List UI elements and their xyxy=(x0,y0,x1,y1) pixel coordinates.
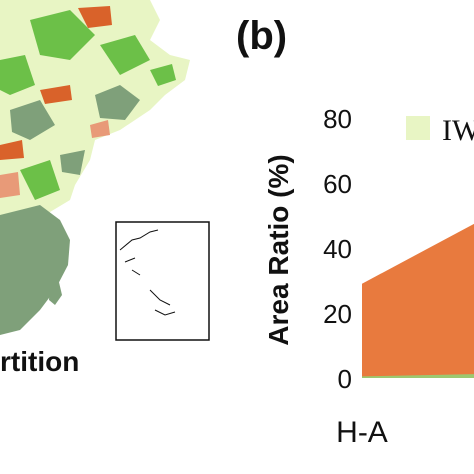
map-south-region xyxy=(0,205,70,335)
x-tick-label: H-A xyxy=(336,416,388,449)
map-landmass xyxy=(0,0,190,335)
map-patch xyxy=(0,140,24,160)
map-inset-coastline xyxy=(119,229,176,316)
map-patch xyxy=(60,150,85,175)
map-patch xyxy=(78,6,112,28)
map-panel xyxy=(0,0,210,341)
map-inset xyxy=(115,221,210,341)
map-patch xyxy=(10,100,55,140)
series-area-0 xyxy=(362,223,474,378)
y-tick-label: 0 xyxy=(338,364,352,394)
map-patch xyxy=(100,35,150,75)
map-patch xyxy=(30,10,95,60)
y-tick-label: 20 xyxy=(323,299,352,329)
y-axis-label: Area Ratio (%) xyxy=(263,154,294,345)
y-tick-label: 60 xyxy=(323,169,352,199)
y-tick-label: 80 xyxy=(323,104,352,134)
map-island xyxy=(49,278,62,305)
map-caption: rtition xyxy=(0,346,80,377)
map-patch xyxy=(0,172,20,198)
map-patch xyxy=(150,64,176,86)
legend-swatch xyxy=(406,116,430,140)
map-patch xyxy=(90,120,110,138)
map-patch xyxy=(20,160,60,200)
series-area-1 xyxy=(362,374,474,378)
area-chart: 0 20 40 60 80 Area Ratio (%) H-A IW xyxy=(263,104,474,449)
map-patch xyxy=(95,85,140,120)
legend-label: IW xyxy=(442,114,474,147)
y-tick-label: 40 xyxy=(323,234,352,264)
panel-b-label: (b) xyxy=(236,14,288,58)
map-patch xyxy=(0,55,35,95)
map-patch xyxy=(40,85,72,104)
